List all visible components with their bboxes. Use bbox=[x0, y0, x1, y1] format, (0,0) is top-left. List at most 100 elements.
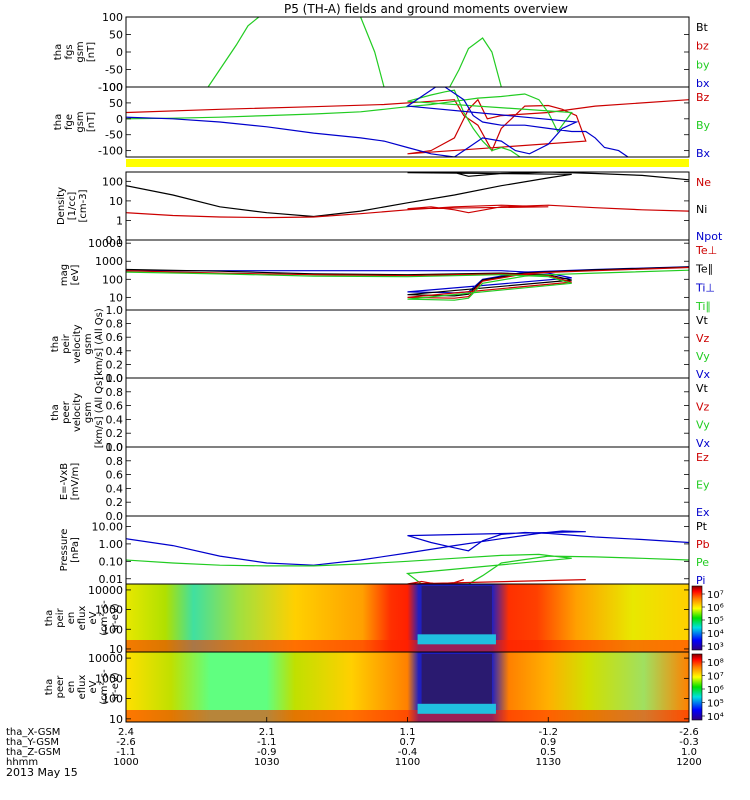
legend-entry: Ex bbox=[696, 506, 710, 519]
y-tick-label: 10 bbox=[109, 291, 123, 304]
x-row-value: 0.5 bbox=[540, 747, 556, 758]
legend-entry: Ne bbox=[696, 176, 711, 189]
y-label-line: fgs bbox=[64, 44, 75, 59]
legend-entry: Vx bbox=[696, 368, 711, 381]
legend-entry: Vt bbox=[696, 382, 709, 395]
y-tick-label: 1 bbox=[116, 214, 123, 227]
legend-entry: Bz bbox=[696, 91, 710, 104]
y-label-line: [nT] bbox=[86, 42, 97, 62]
y-tick-label: -50 bbox=[105, 64, 123, 77]
y-tick-label: 0.6 bbox=[106, 400, 124, 413]
series-line-1 bbox=[126, 260, 689, 297]
chart-title: P5 (TH-A) fields and ground moments over… bbox=[284, 2, 568, 16]
legend-entry: Pb bbox=[696, 538, 710, 551]
y-label-line: [nPa] bbox=[70, 537, 81, 563]
x-row-value: 1100 bbox=[395, 757, 420, 768]
y-tick-label: 1000 bbox=[95, 672, 123, 685]
series-line-1 bbox=[126, 553, 689, 584]
series-line-0 bbox=[126, 530, 689, 566]
legend-entry: By bbox=[696, 119, 711, 132]
y-tick-label: 1.0 bbox=[106, 304, 124, 317]
colorbar-label: 10⁵ bbox=[707, 699, 724, 710]
legend-entry: Ni bbox=[696, 203, 707, 216]
panel-frame bbox=[125, 309, 690, 379]
y-tick-label: 0 bbox=[116, 46, 123, 59]
legend-entry: by bbox=[696, 58, 710, 71]
y-tick-label: -50 bbox=[105, 129, 123, 142]
y-tick-label: 0.2 bbox=[106, 496, 124, 509]
y-label-line: en bbox=[66, 612, 77, 625]
y-label-line: tha bbox=[50, 336, 61, 352]
y-tick-label: 0.6 bbox=[106, 331, 124, 344]
x-row-value: 2.1 bbox=[259, 727, 275, 738]
panel-frame bbox=[125, 446, 690, 517]
y-label-line: eV bbox=[88, 611, 99, 624]
x-row-label: tha_Y-GSM bbox=[6, 737, 59, 748]
y-tick-label: 0.8 bbox=[106, 455, 124, 468]
y-tick-label: 0.4 bbox=[106, 345, 124, 358]
y-tick-label: 0.6 bbox=[106, 469, 124, 482]
colorbar-label: 10⁶ bbox=[707, 685, 724, 696]
legend-entry: Pe bbox=[696, 556, 709, 569]
y-tick-label: 10000 bbox=[88, 584, 123, 597]
colorbar-label: 10⁸ bbox=[707, 658, 724, 669]
y-label-line: [cm-3] bbox=[78, 189, 89, 222]
y-tick-label: 0.0 bbox=[106, 441, 124, 454]
y-label-line: [eV] bbox=[70, 265, 81, 286]
y-label-line: [km/s] (All Qs) bbox=[94, 308, 105, 380]
y-tick-label: 0.0 bbox=[106, 372, 124, 385]
y-tick-label: 0.2 bbox=[106, 358, 124, 371]
legend-entry: Vy bbox=[696, 350, 710, 363]
y-label-line: Density bbox=[56, 187, 67, 225]
panel-frame bbox=[125, 377, 690, 448]
y-tick-label: 50 bbox=[109, 97, 123, 110]
y-label-line: tha bbox=[44, 679, 55, 695]
legend-entry: Te∥ bbox=[695, 263, 713, 276]
x-row-value: 1030 bbox=[254, 757, 279, 768]
legend-entry: Ti⊥ bbox=[695, 281, 715, 294]
x-row-value: -1.1 bbox=[257, 737, 277, 748]
y-tick-label: 1.0 bbox=[106, 372, 124, 385]
legend-entry: Ez bbox=[696, 451, 709, 464]
x-row-label: tha_X-GSM bbox=[6, 727, 60, 738]
y-label-line: [nT] bbox=[86, 112, 97, 132]
colorbar-label: 10⁷ bbox=[707, 672, 724, 683]
y-tick-label: 10 bbox=[109, 713, 123, 726]
x-row-value: -0.4 bbox=[398, 747, 418, 758]
y-label-line: tha bbox=[50, 404, 61, 420]
legend-entry: Vy bbox=[696, 419, 710, 432]
y-tick-label: 10 bbox=[109, 195, 123, 208]
colorbar-label: 10⁴ bbox=[707, 712, 724, 723]
legend-entry: Bx bbox=[696, 147, 711, 160]
y-tick-label: 0.2 bbox=[106, 427, 124, 440]
legend-entry: Ey bbox=[696, 479, 710, 492]
x-row-value: -0.3 bbox=[679, 737, 699, 748]
y-tick-label: 10000 bbox=[88, 652, 123, 665]
series-line-3 bbox=[126, 263, 689, 301]
y-tick-label: 1000 bbox=[95, 255, 123, 268]
panel-frame bbox=[125, 171, 690, 241]
y-label-line: peer bbox=[55, 675, 66, 699]
panel-frame bbox=[125, 86, 690, 158]
spectrogram-gap bbox=[421, 654, 492, 705]
series-line-0 bbox=[126, 98, 689, 155]
y-label-line: sr-eV) bbox=[110, 603, 121, 632]
y-tick-label: 100 bbox=[102, 11, 123, 24]
y-label-line: gsm bbox=[83, 333, 94, 354]
panel-density: 100 10 1 0.1 Density [1/cc] [cm-3] Ne Ni Npot bbox=[56, 171, 723, 247]
y-label-line: gsm bbox=[75, 41, 86, 62]
series-line-1 bbox=[126, 89, 573, 157]
y-label-line: [mV/m] bbox=[70, 463, 81, 501]
x-row-value: 0.9 bbox=[540, 737, 556, 748]
mode-bar bbox=[126, 159, 689, 167]
series-line-1 bbox=[449, 37, 502, 87]
legend-entry: Pi bbox=[696, 574, 705, 587]
y-tick-label: -100 bbox=[98, 145, 123, 158]
x-row-value: -1.2 bbox=[538, 727, 558, 738]
y-label-line: eflux bbox=[77, 606, 88, 631]
y-tick-label: 0.0 bbox=[106, 510, 124, 523]
y-tick-label: 100 bbox=[102, 273, 123, 286]
